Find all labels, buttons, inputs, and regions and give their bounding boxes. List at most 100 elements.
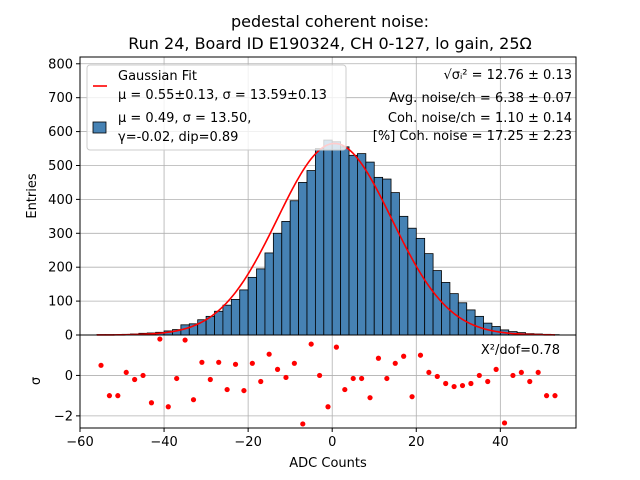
- histogram-bar: [314, 148, 325, 336]
- histogram-bar: [281, 221, 291, 336]
- residual-point: [283, 374, 289, 381]
- histogram-bar: [424, 253, 434, 336]
- residual-point: [98, 362, 104, 368]
- residual-point: [451, 383, 457, 390]
- histogram-bar: [348, 154, 358, 336]
- residual-point: [527, 378, 533, 385]
- histogram-bar: [399, 215, 409, 336]
- histogram-bar: [365, 161, 375, 336]
- top-y-tick-label: 700: [48, 91, 73, 106]
- histogram-bar: [214, 310, 224, 336]
- chi2-annotation: X²/dof=0.78: [481, 343, 560, 358]
- residual-point: [518, 369, 524, 376]
- annotation-avg-noise: Avg. noise/ch = 6.38 ± 0.07: [389, 91, 572, 106]
- chart-title-line2: Run 24, Board ID E190324, CH 0-127, lo g…: [128, 34, 531, 53]
- residual-point: [123, 369, 129, 376]
- x-tick-label: 20: [408, 435, 425, 450]
- residual-point: [552, 393, 558, 399]
- legend: Gaussian Fit μ = 0.55±0.13, σ = 13.59±0.…: [86, 64, 347, 151]
- x-tick-label: −40: [150, 435, 177, 450]
- residual-point: [199, 359, 205, 365]
- chart-title-line1: pedestal coherent noise:: [231, 12, 429, 31]
- residual-point: [132, 376, 138, 383]
- residual-point: [174, 375, 180, 382]
- x-tick-label: −20: [234, 435, 261, 450]
- residual-point: [367, 395, 373, 401]
- top-y-axis-label: Entries: [25, 173, 40, 219]
- residual-point: [266, 351, 272, 357]
- legend-box: [86, 64, 347, 151]
- annotation-sigma-value: = 12.76 ± 0.13: [468, 68, 572, 83]
- residual-point: [216, 359, 222, 365]
- histogram-bar: [357, 153, 367, 336]
- residual-point: [543, 393, 550, 399]
- legend-fit-label: Gaussian Fit: [118, 69, 197, 84]
- residual-point: [384, 375, 390, 382]
- residual-point: [207, 376, 213, 383]
- histogram-bar: [373, 176, 384, 336]
- residual-point: [409, 394, 415, 400]
- x-axis-label: ADC Counts: [289, 456, 367, 471]
- residual-point: [241, 387, 247, 394]
- residual-point: [333, 344, 340, 350]
- residual-point: [249, 360, 255, 366]
- top-y-tick-label: 0: [65, 329, 73, 344]
- residual-point: [510, 372, 516, 379]
- top-y-tick-label: 200: [48, 261, 73, 276]
- residual-point: [468, 380, 474, 387]
- histogram-bar: [415, 237, 426, 336]
- residual-point: [190, 397, 197, 403]
- histogram-bar: [272, 232, 283, 336]
- x-tick-label: −60: [66, 435, 93, 450]
- top-y-tick-label: 500: [48, 159, 73, 174]
- x-ticks: −60 −40 −20 0 20 40: [66, 428, 509, 450]
- residual-point: [359, 375, 365, 382]
- residual-points: [98, 336, 558, 427]
- histogram-bar: [222, 304, 232, 336]
- residual-point: [426, 369, 432, 376]
- residual-point: [182, 337, 188, 343]
- top-y-tick-label: 300: [48, 227, 73, 242]
- residual-point: [308, 341, 314, 347]
- top-y-tick-label: 800: [48, 57, 73, 72]
- residual-point: [392, 360, 398, 366]
- residual-point: [375, 355, 382, 361]
- residual-point: [342, 386, 348, 393]
- residual-point: [401, 353, 407, 359]
- bottom-y-tick-label: −2: [54, 409, 73, 424]
- legend-hist-swatch: [92, 121, 107, 134]
- residual-point: [485, 378, 491, 385]
- residual-point: [291, 360, 297, 366]
- residual-point: [316, 372, 323, 379]
- residual-point: [258, 378, 264, 385]
- annotation-sigma-expr: √σᵢ²: [443, 68, 467, 83]
- residual-point: [350, 375, 356, 382]
- residual-point: [443, 380, 449, 387]
- residual-point: [157, 336, 163, 342]
- top-y-ticks: 0 100 200 300 400 500 600 700 800: [48, 57, 80, 344]
- annotation-coh-pct: [%] Coh. noise = 17.25 ± 2.23: [373, 129, 572, 144]
- residual-point: [300, 421, 306, 427]
- histogram-bar: [247, 276, 257, 336]
- histogram-bar: [340, 146, 350, 336]
- residual-point: [417, 352, 424, 358]
- stats-annotations: √σᵢ² = 12.76 ± 0.13 Avg. noise/ch = 6.38…: [373, 68, 572, 144]
- annotation-coh-noise: Coh. noise/ch = 1.10 ± 0.14: [388, 111, 572, 126]
- residual-point: [165, 404, 171, 410]
- residual-point: [501, 420, 508, 426]
- annotation-sigma: √σᵢ² = 12.76 ± 0.13: [443, 68, 572, 83]
- residual-point: [106, 393, 113, 399]
- histogram-bar: [289, 200, 299, 336]
- bottom-y-ticks: −2 0: [54, 369, 80, 424]
- histogram-bars: [96, 139, 560, 336]
- residual-point: [115, 393, 121, 399]
- top-y-tick-label: 100: [48, 295, 73, 310]
- histogram-bar: [256, 268, 266, 336]
- top-y-tick-label: 600: [48, 125, 73, 140]
- legend-hist-line2: γ=-0.02, dip=0.89: [118, 130, 238, 145]
- histogram-bar: [306, 170, 316, 336]
- histogram-bar: [264, 252, 274, 336]
- histogram-bar: [230, 299, 241, 336]
- residual-point: [476, 372, 482, 379]
- histogram-bar: [323, 139, 333, 336]
